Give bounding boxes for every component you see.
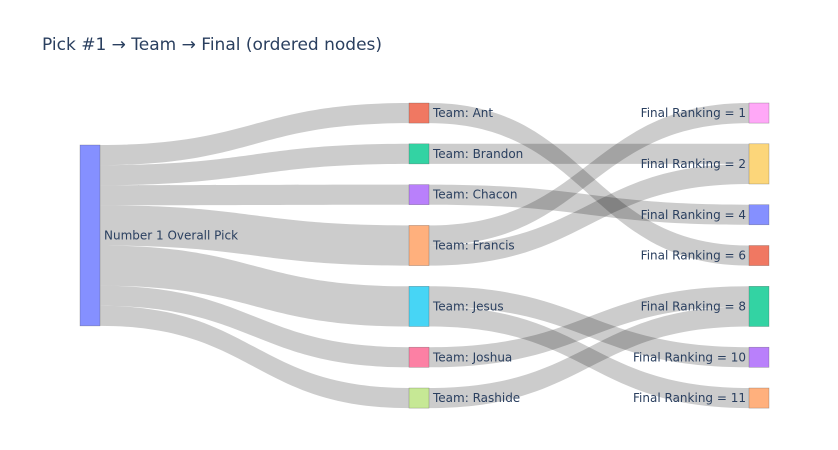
link-francis-f1 (429, 103, 749, 246)
link-joshua-f8 (429, 286, 749, 368)
node-label-f11: Final Ranking = 11 (633, 391, 746, 405)
node-label-jesus: Team: Jesus (432, 299, 504, 313)
node-pick (79, 144, 101, 327)
nodes-layer: Number 1 Overall Pick Team: Ant Team: Bran… (79, 102, 770, 409)
link-pick-ant (100, 103, 409, 166)
link-ant-f6 (429, 103, 749, 266)
node-label-f4: Final Ranking = 4 (641, 208, 746, 222)
node-label-f6: Final Ranking = 6 (641, 249, 746, 263)
node-francis (408, 225, 430, 266)
link-jesus-f10 (429, 286, 749, 368)
node-label-f8: Final Ranking = 8 (641, 299, 746, 313)
node-label-f2: Final Ranking = 2 (641, 157, 746, 171)
node-f4 (748, 204, 770, 226)
chart-title: Pick #1 → Team → Final (ordered nodes) (42, 35, 382, 55)
node-label-pick: Number 1 Overall Pick (104, 228, 238, 242)
node-label-ant: Team: Ant (432, 106, 493, 120)
link-chacon-f4 (429, 184, 749, 225)
node-f10 (748, 346, 770, 368)
links-layer (100, 103, 749, 409)
node-f1 (748, 102, 770, 124)
node-label-joshua: Team: Joshua (432, 350, 512, 364)
node-f8 (748, 286, 770, 327)
node-rashide (408, 387, 430, 409)
node-label-f10: Final Ranking = 10 (633, 350, 746, 364)
node-chacon (408, 184, 430, 205)
link-pick-joshua (100, 285, 409, 368)
node-f11 (748, 387, 770, 409)
link-pick-jesus (100, 245, 409, 327)
node-label-brandon: Team: Brandon (432, 147, 523, 161)
link-francis-f2 (429, 163, 749, 266)
node-label-f1: Final Ranking = 1 (641, 106, 746, 120)
node-jesus (408, 286, 430, 327)
link-rashide-f8 (429, 306, 749, 409)
node-ant (408, 102, 430, 124)
node-label-rashide: Team: Rashide (432, 391, 520, 405)
node-brandon (408, 143, 430, 165)
node-label-francis: Team: Francis (432, 239, 515, 253)
node-f6 (748, 245, 770, 266)
link-pick-brandon (100, 143, 409, 186)
link-pick-chacon (100, 184, 409, 206)
link-jesus-f11 (429, 306, 749, 409)
node-label-chacon: Team: Chacon (432, 188, 517, 202)
link-brandon-f2 (429, 143, 749, 164)
node-joshua (408, 346, 430, 368)
node-f2 (748, 143, 770, 185)
link-pick-rashide (100, 305, 409, 409)
link-pick-francis (100, 205, 409, 266)
